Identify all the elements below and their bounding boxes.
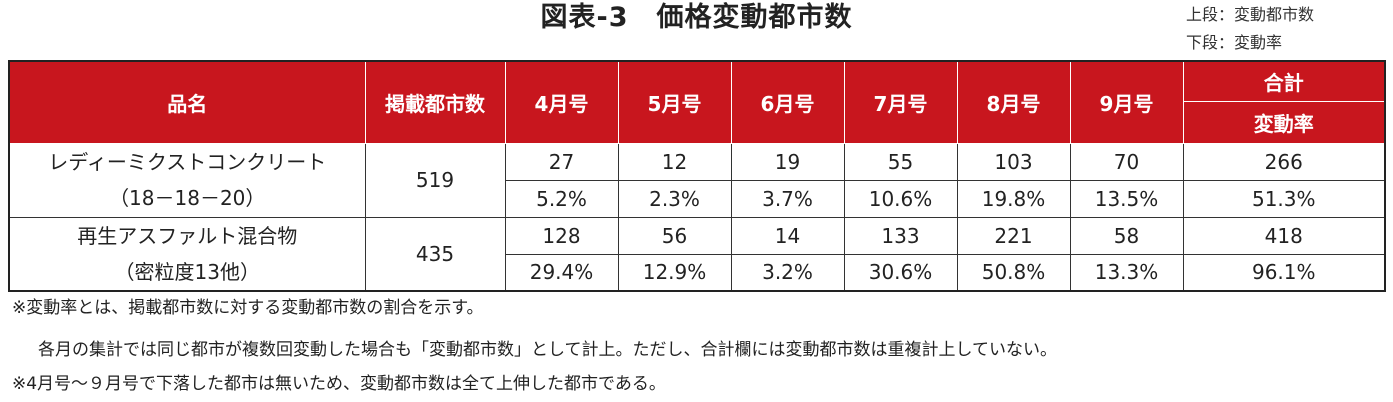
table-row: レディーミクストコンクリート （18－18－20） 519 27 12 19 5… [8,142,1386,218]
rate-cell: 50.8% [956,253,1071,292]
cities-count: 435 [364,216,506,292]
note-no-decline: ※4月号～９月号で下落した都市は無いため、変動都市数は全て上伸した都市である。 [12,374,666,394]
item-name: 再生アスファルト混合物 [77,223,298,248]
total-rate-cell: 96.1% [1182,253,1386,292]
count-cell: 14 [730,216,845,255]
cities-count: 519 [364,142,506,218]
header-month-sep: 9月号 [1069,60,1184,144]
count-cell: 128 [504,216,619,255]
count-cell: 56 [617,216,732,255]
item-name: レディーミクストコンクリート [48,150,327,174]
table-row: 29.4% 12.9% 3.2% 30.6% 50.8% 13.3% 96.1% [9,253,1386,292]
rate-cell: 13.5% [1069,179,1184,218]
count-cell: 27 [504,142,619,181]
rate-cell: 13.3% [1069,253,1184,292]
count-cell: 133 [843,216,958,255]
item-spec: （18－18－20） [109,186,266,210]
item-name-cell: レディーミクストコンクリート （18－18－20） [8,142,366,218]
count-cell: 19 [730,142,845,181]
legend-upper: 上段：変動都市数 [1186,5,1315,24]
rate-cell: 30.6% [843,253,958,292]
price-change-table: 品名 掲載都市数 4月号 5月号 6月号 7月号 8月号 9月号 合計 変動率 … [8,60,1386,292]
header-month-aug: 8月号 [956,60,1071,144]
header-rate: 変動率 [1182,100,1386,144]
total-count-cell: 418 [1182,216,1386,255]
note-rate-definition: ※変動率とは、掲載都市数に対する変動都市数の割合を示す。 [12,298,484,318]
count-cell: 55 [843,142,958,181]
rate-cell: 29.4% [504,253,619,292]
count-cell: 58 [1069,216,1184,255]
page-title: 図表-3 価格変動都市数 [540,2,853,33]
rate-cell: 19.8% [956,179,1071,218]
note-counting-rule: 各月の集計では同じ都市が複数回変動した場合も「変動都市数」として計上。ただし、合… [38,340,1057,360]
rate-cell: 10.6% [843,179,958,218]
rate-cell: 2.3% [617,179,732,218]
count-cell: 70 [1069,142,1184,181]
count-cell: 103 [956,142,1071,181]
legend-lower: 下段：変動率 [1186,33,1283,52]
count-cell: 12 [617,142,732,181]
header-cities: 掲載都市数 [364,60,506,144]
rate-cell: 5.2% [504,179,619,218]
total-count-cell: 266 [1182,142,1386,181]
header-month-jul: 7月号 [843,60,958,144]
rate-cell: 12.9% [617,253,732,292]
rate-cell: 3.2% [730,253,845,292]
total-rate-cell: 51.3% [1182,179,1386,218]
header-total: 合計 [1182,60,1386,102]
table-row: 再生アスファルト混合物 （密粒度13他） 435 128 56 14 133 2… [8,216,1386,292]
count-cell: 221 [956,216,1071,255]
header-item: 品名 [8,60,366,144]
item-spec: （密粒度13他） [114,259,260,284]
header-month-jun: 6月号 [730,60,845,144]
item-name-cell: 再生アスファルト混合物 （密粒度13他） [8,216,366,292]
rate-cell: 3.7% [730,179,845,218]
header-month-apr: 4月号 [504,60,619,144]
header-month-may: 5月号 [617,60,732,144]
